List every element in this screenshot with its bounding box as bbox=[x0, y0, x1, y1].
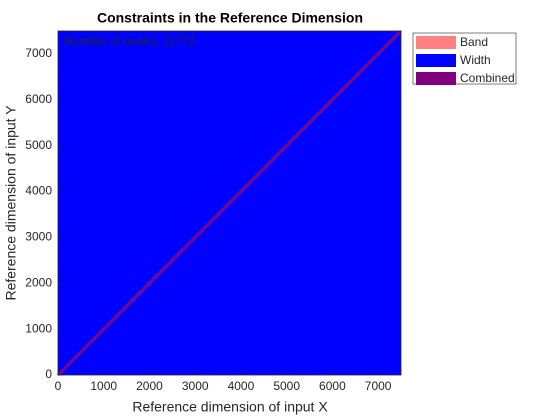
x-tick-label: 4000 bbox=[228, 379, 255, 393]
plot-area bbox=[57, 30, 402, 376]
y-tick-label: 6000 bbox=[25, 92, 52, 106]
x-axis-label: Reference dimension of input X bbox=[132, 399, 328, 415]
legend-label: Band bbox=[460, 35, 488, 49]
x-tick-label: 3000 bbox=[182, 379, 209, 393]
y-tick-label: 7000 bbox=[25, 46, 52, 60]
legend-swatch bbox=[416, 54, 456, 67]
x-tick-label: 7000 bbox=[365, 379, 392, 393]
overlay: 0 1000 2000 3000 4000 5000 6000 7000 0 1000 2000 30… bbox=[25, 30, 517, 393]
x-tick-label: 2000 bbox=[136, 379, 163, 393]
x-tick-label: 0 bbox=[55, 379, 62, 393]
y-tick-label: 3000 bbox=[25, 230, 52, 244]
x-tick-label: 1000 bbox=[90, 379, 117, 393]
y-tick-label: 0 bbox=[45, 367, 52, 381]
legend-swatch bbox=[416, 72, 456, 85]
annotation: Number of nodes: 11772 bbox=[64, 34, 196, 48]
legend-swatch bbox=[416, 36, 456, 49]
y-tick-label: 4000 bbox=[25, 184, 52, 198]
axes-box bbox=[57, 30, 402, 376]
y-tick-label: 2000 bbox=[25, 275, 52, 289]
y-tick-label: 1000 bbox=[25, 321, 52, 335]
x-tick-label: 6000 bbox=[319, 379, 346, 393]
legend-label: Combined bbox=[460, 71, 515, 85]
x-tick-label: 5000 bbox=[273, 379, 300, 393]
y-tick-label: 5000 bbox=[25, 138, 52, 152]
legend-label: Width bbox=[460, 53, 491, 67]
chart-title: Constraints in the Reference Dimension bbox=[97, 10, 363, 26]
line bbox=[57, 30, 402, 376]
y-axis-label: Reference dimension of input Y bbox=[3, 105, 19, 301]
